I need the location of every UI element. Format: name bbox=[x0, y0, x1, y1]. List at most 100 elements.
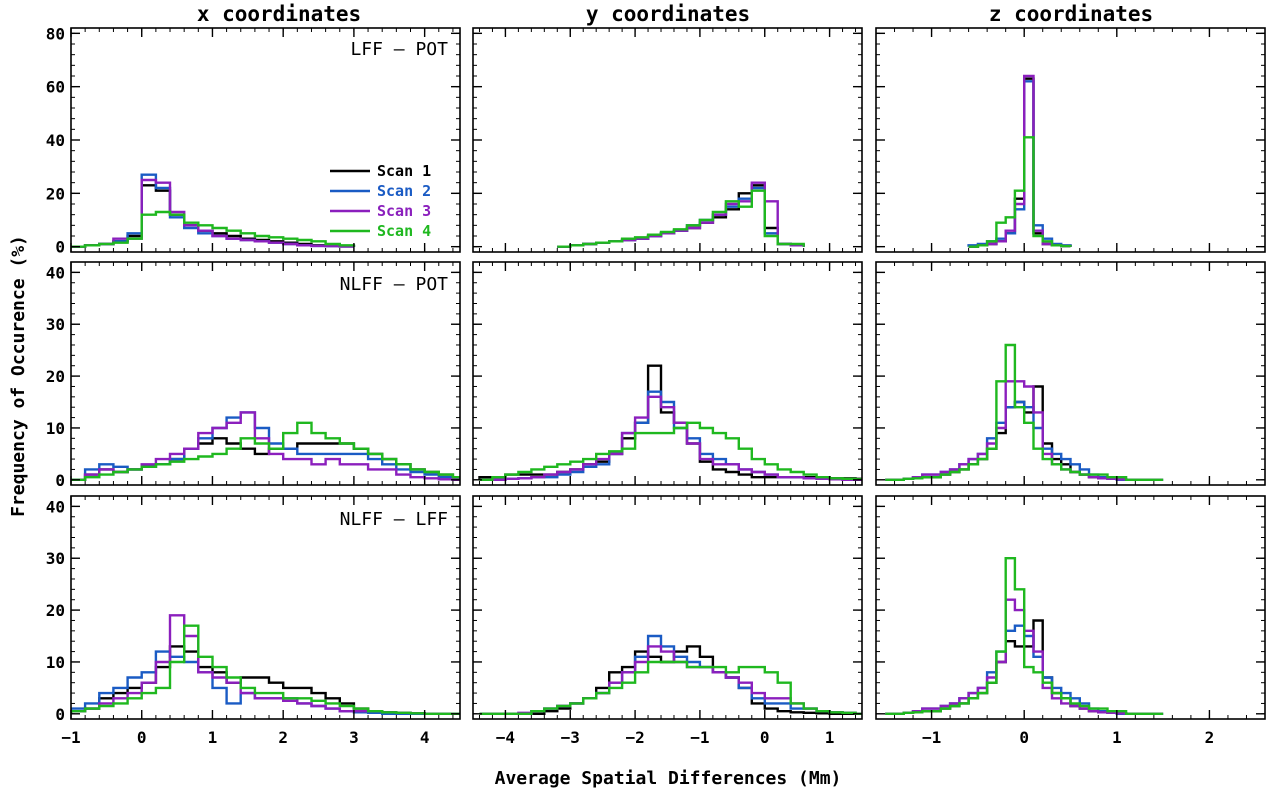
y-tick-label: 0 bbox=[55, 471, 65, 490]
series-scan-4 bbox=[479, 660, 862, 715]
x-tick-label: 4 bbox=[420, 728, 430, 747]
series-group bbox=[71, 411, 460, 481]
y-tick-label: 40 bbox=[46, 131, 65, 150]
series-scan-4 bbox=[557, 189, 805, 248]
series-group bbox=[557, 181, 805, 248]
row-label-nlff-pot: NLFF – POT bbox=[340, 274, 449, 295]
panel-frame bbox=[875, 27, 1266, 253]
y-tick-label: 40 bbox=[46, 263, 65, 282]
series-scan-4 bbox=[71, 421, 460, 481]
x-tick-label: 1 bbox=[825, 728, 835, 747]
series-scan-3 bbox=[71, 178, 356, 248]
series-scan-4 bbox=[885, 557, 1164, 715]
x-tick-label: 3 bbox=[349, 728, 359, 747]
series-group bbox=[478, 364, 862, 481]
series-group bbox=[479, 634, 862, 715]
panel-r3-c2: −4 −3 −2 −1 0 1 bbox=[472, 495, 863, 747]
legend-item-scan-2: Scan 2 bbox=[330, 182, 431, 200]
series-scan-4 bbox=[479, 421, 862, 481]
panel-frame bbox=[472, 495, 863, 720]
series-group bbox=[967, 74, 1072, 248]
y-tick-label: 80 bbox=[46, 24, 65, 43]
x-tick-label: −1 bbox=[690, 728, 709, 747]
column-title-y: y coordinates bbox=[586, 2, 750, 26]
legend-item-scan-1: Scan 1 bbox=[330, 162, 431, 180]
panel-r1-c2 bbox=[472, 27, 863, 253]
panel-r2-c2 bbox=[472, 261, 863, 486]
row-label-nlff-lff: NLFF – LFF bbox=[340, 509, 448, 530]
y-tick-label: 20 bbox=[46, 601, 65, 620]
x-tick-label: −3 bbox=[561, 728, 580, 747]
x-axis-label: Average Spatial Differences (Mm) bbox=[495, 768, 842, 789]
legend-label-scan-3: Scan 3 bbox=[377, 202, 431, 220]
series-scan-2 bbox=[479, 634, 862, 715]
series-scan-1 bbox=[71, 184, 356, 248]
y-tick-label: 20 bbox=[46, 184, 65, 203]
x-tick-label: −1 bbox=[61, 728, 80, 747]
row-label-lff-pot: LFF – POT bbox=[350, 39, 448, 60]
panel-r2-c1: 0 10 20 30 40 bbox=[46, 261, 461, 490]
series-scan-4 bbox=[968, 136, 1072, 248]
y-tick-label: 10 bbox=[46, 653, 65, 672]
y-tick-label: 60 bbox=[46, 78, 65, 97]
x-tick-label: −2 bbox=[625, 728, 644, 747]
panel-frame bbox=[70, 495, 461, 720]
column-title-z: z coordinates bbox=[989, 2, 1153, 26]
series-scan-2 bbox=[557, 186, 805, 248]
x-tick-label: 0 bbox=[760, 728, 770, 747]
series-scan-2 bbox=[967, 80, 1072, 247]
series-scan-3 bbox=[885, 380, 1164, 481]
x-tick-label: −4 bbox=[496, 728, 515, 747]
series-scan-1 bbox=[71, 645, 460, 715]
legend-label-scan-4: Scan 4 bbox=[377, 222, 431, 240]
panel-frame bbox=[70, 261, 461, 486]
series-scan-1 bbox=[479, 645, 862, 715]
legend: Scan 1 Scan 2 Scan 3 Scan 4 bbox=[330, 162, 431, 240]
panel-r1-c3 bbox=[875, 27, 1266, 253]
series-scan-2 bbox=[479, 390, 862, 481]
series-group bbox=[71, 614, 460, 715]
x-tick-label: 0 bbox=[1019, 728, 1029, 747]
panel-frame bbox=[875, 261, 1266, 486]
panel-frame bbox=[472, 27, 863, 253]
series-scan-1 bbox=[557, 184, 805, 248]
series-scan-4 bbox=[71, 210, 356, 248]
series-scan-1 bbox=[885, 385, 1164, 481]
series-group bbox=[885, 343, 1164, 481]
legend-item-scan-4: Scan 4 bbox=[330, 222, 431, 240]
series-scan-3 bbox=[479, 645, 862, 715]
series-scan-3 bbox=[479, 395, 862, 481]
y-tick-label: 30 bbox=[46, 549, 65, 568]
x-tick-label: −1 bbox=[922, 728, 941, 747]
x-tick-label: 2 bbox=[278, 728, 288, 747]
series-scan-1 bbox=[968, 77, 1072, 248]
y-tick-label: 40 bbox=[46, 497, 65, 516]
legend-item-scan-3: Scan 3 bbox=[330, 202, 431, 220]
y-tick-label: 0 bbox=[55, 238, 65, 257]
series-group bbox=[71, 173, 356, 248]
y-axis-label: Frequency of Occurence (%) bbox=[8, 235, 29, 517]
panel-frame bbox=[472, 261, 863, 486]
x-tick-label: 2 bbox=[1205, 728, 1215, 747]
x-tick-label: 1 bbox=[208, 728, 218, 747]
y-tick-label: 30 bbox=[46, 315, 65, 334]
panel-frame bbox=[875, 495, 1266, 720]
x-tick-label: 1 bbox=[1112, 728, 1122, 747]
legend-label-scan-2: Scan 2 bbox=[377, 182, 431, 200]
panel-r1-c1: 0 20 40 60 80 bbox=[46, 24, 461, 257]
panel-r3-c3: −1 0 1 2 bbox=[875, 495, 1266, 747]
series-scan-4 bbox=[885, 343, 1164, 481]
y-tick-label: 20 bbox=[46, 367, 65, 386]
column-title-x: x coordinates bbox=[197, 2, 361, 26]
series-scan-2 bbox=[71, 650, 460, 715]
y-tick-label: 0 bbox=[55, 705, 65, 724]
y-tick-label: 10 bbox=[46, 419, 65, 438]
panel-r3-c1: 0 10 20 30 40 −1 0 1 2 3 4 bbox=[46, 495, 461, 747]
series-scan-4 bbox=[71, 624, 460, 715]
legend-label-scan-1: Scan 1 bbox=[377, 162, 431, 180]
series-scan-3 bbox=[968, 74, 1072, 248]
x-tick-label: 0 bbox=[137, 728, 147, 747]
series-group bbox=[885, 557, 1164, 715]
